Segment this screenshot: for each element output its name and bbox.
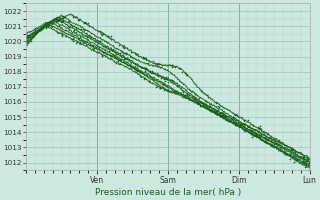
X-axis label: Pression niveau de la mer( hPa ): Pression niveau de la mer( hPa ) [95,188,241,197]
